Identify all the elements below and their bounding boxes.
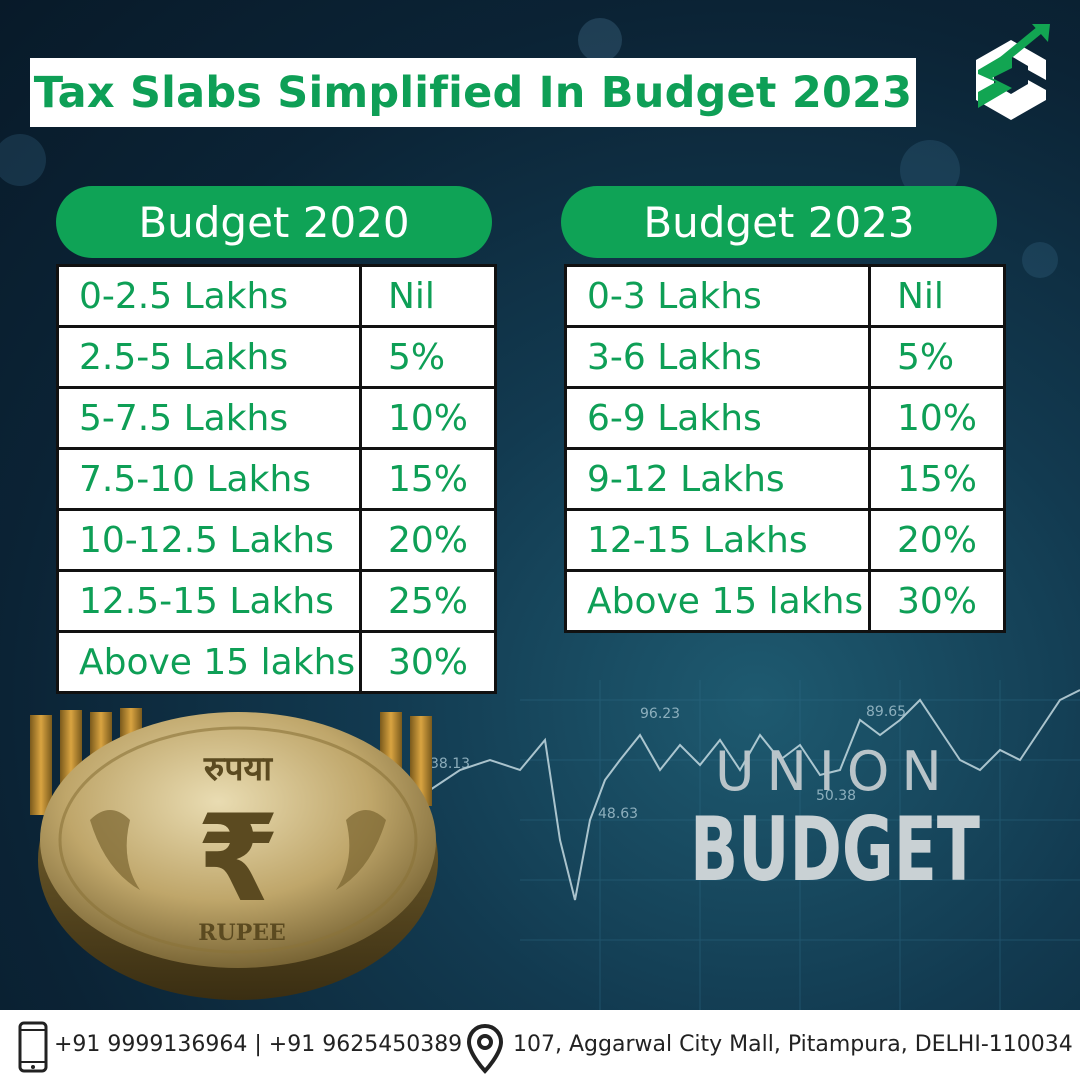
table-row: 6-9 Lakhs 10% xyxy=(564,386,1006,450)
table-row: Above 15 lakhs 30% xyxy=(56,630,497,694)
table-row: 12.5-15 Lakhs 25% xyxy=(56,569,497,633)
slab-rate: 20% xyxy=(868,508,1006,572)
table-row: 5-7.5 Lakhs 10% xyxy=(56,386,497,450)
table-row: Above 15 lakhs 30% xyxy=(564,569,1006,633)
address: 107, Aggarwal City Mall, Pitampura, DELH… xyxy=(513,1032,1073,1057)
slab-range: 2.5-5 Lakhs xyxy=(56,325,362,389)
slab-range: 0-3 Lakhs xyxy=(564,264,871,328)
union-text: UNION xyxy=(715,740,954,803)
slab-range: 0-2.5 Lakhs xyxy=(56,264,362,328)
background-artwork: 96.23 89.65 38.13 48.63 50.38 रुपया ₹ RU… xyxy=(0,18,1080,1010)
coin-rupee-symbol: ₹ xyxy=(196,790,280,929)
slab-range: 12-15 Lakhs xyxy=(564,508,871,572)
slab-rate: 10% xyxy=(868,386,1006,450)
slab-rate: 5% xyxy=(868,325,1006,389)
page-title: Tax Slabs Simplified In Budget 2023 xyxy=(33,67,913,118)
ticker-value: 96.23 xyxy=(640,706,680,722)
ticker-line xyxy=(429,689,1080,901)
ticker-value: 89.65 xyxy=(866,704,906,720)
table-row: 12-15 Lakhs 20% xyxy=(564,508,1006,572)
slab-range: 9-12 Lakhs xyxy=(564,447,871,511)
table-row: 3-6 Lakhs 5% xyxy=(564,325,1006,389)
slab-rate: Nil xyxy=(868,264,1006,328)
slab-range: 12.5-15 Lakhs xyxy=(56,569,362,633)
slab-range: 5-7.5 Lakhs xyxy=(56,386,362,450)
table-row: 9-12 Lakhs 15% xyxy=(564,447,1006,511)
ticker-value: 38.13 xyxy=(430,756,470,772)
budget-2023-table: 0-3 Lakhs Nil 3-6 Lakhs 5% 6-9 Lakhs 10%… xyxy=(564,264,1006,633)
slab-range: 3-6 Lakhs xyxy=(564,325,871,389)
table-row: 0-2.5 Lakhs Nil xyxy=(56,264,497,328)
coin-top-text: रुपया xyxy=(203,749,273,789)
slab-rate: 25% xyxy=(359,569,497,633)
table-row: 7.5-10 Lakhs 15% xyxy=(56,447,497,511)
slab-range: 10-12.5 Lakhs xyxy=(56,508,362,572)
ticker-value: 48.63 xyxy=(598,806,638,822)
title-banner: Tax Slabs Simplified In Budget 2023 xyxy=(30,58,916,127)
budget-2020-heading: Budget 2020 xyxy=(56,186,492,258)
map-pin-icon xyxy=(466,1023,504,1074)
slab-range: 7.5-10 Lakhs xyxy=(56,447,362,511)
slab-range: Above 15 lakhs xyxy=(564,569,871,633)
table-row: 2.5-5 Lakhs 5% xyxy=(56,325,497,389)
sc-logo-icon xyxy=(976,24,1050,120)
mobile-phone-icon xyxy=(18,1021,48,1073)
contact-footer: +91 9999136964 | +91 9625450389 107, Agg… xyxy=(0,1010,1080,1080)
slab-range: 6-9 Lakhs xyxy=(564,386,871,450)
slab-rate: 30% xyxy=(359,630,497,694)
slab-rate: 15% xyxy=(868,447,1006,511)
chart-grid xyxy=(520,680,1080,1010)
table-row: 0-3 Lakhs Nil xyxy=(564,264,1006,328)
rupee-coin: रुपया ₹ RUPEE xyxy=(38,712,438,1000)
slab-rate: 20% xyxy=(359,508,497,572)
ticker-value: 50.38 xyxy=(816,788,856,804)
coin-bottom-text: RUPEE xyxy=(198,920,286,946)
table-row: 10-12.5 Lakhs 20% xyxy=(56,508,497,572)
budget-text: BUDGET xyxy=(690,798,980,901)
slab-rate: 10% xyxy=(359,386,497,450)
budget-2020-table: 0-2.5 Lakhs Nil 2.5-5 Lakhs 5% 5-7.5 Lak… xyxy=(56,264,497,694)
slab-rate: 15% xyxy=(359,447,497,511)
slab-range: Above 15 lakhs xyxy=(56,630,362,694)
budget-2023-heading: Budget 2023 xyxy=(561,186,997,258)
slab-rate: Nil xyxy=(359,264,497,328)
slab-rate: 5% xyxy=(359,325,497,389)
phone-numbers[interactable]: +91 9999136964 | +91 9625450389 xyxy=(54,1032,463,1057)
ticker-labels: 96.23 89.65 38.13 48.63 50.38 xyxy=(430,704,906,822)
slab-rate: 30% xyxy=(868,569,1006,633)
